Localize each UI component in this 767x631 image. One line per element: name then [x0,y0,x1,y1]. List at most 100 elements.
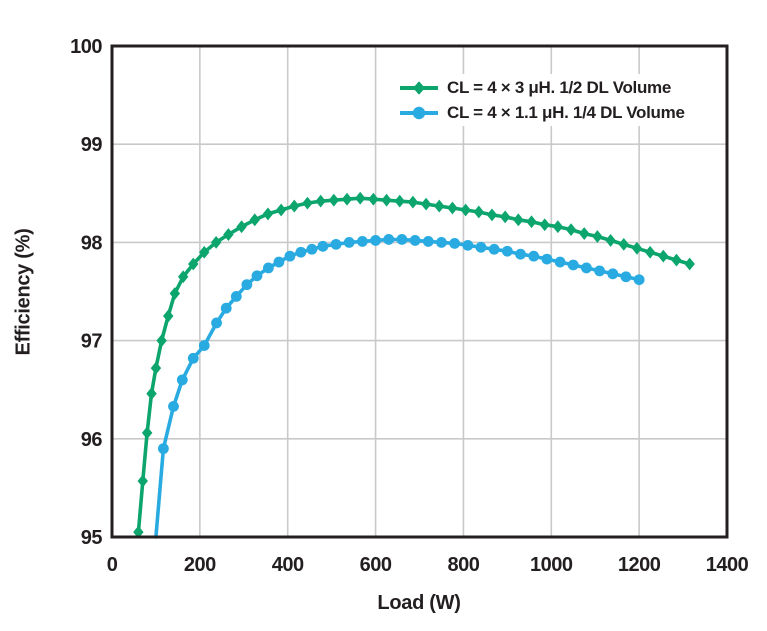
data-marker-circle [198,340,210,351]
y-tick-label: 98 [81,232,103,254]
data-marker-circle [475,241,487,253]
x-tick-label: 400 [272,554,304,576]
data-marker-diamond [163,309,174,323]
data-marker-diamond [407,195,419,209]
legend: CL = 4 × 3 μH. 1/2 DL Volume CL = 4 × 1.… [400,74,689,126]
data-marker-diamond [658,249,669,263]
data-marker-circle [284,250,296,262]
data-marker-diamond [354,191,366,205]
y-tick-label: 95 [81,527,103,549]
data-marker-diamond [210,236,222,249]
data-marker-diamond [539,218,550,232]
y-tick-label: 99 [81,134,103,156]
data-marker-circle [168,400,179,412]
data-marker-diamond [394,194,405,208]
data-marker-circle [343,237,355,248]
data-marker-diamond [141,426,153,440]
data-marker-circle [515,248,526,260]
data-marker-circle [396,234,408,245]
data-marker-diamond [460,203,471,217]
data-marker-circle [449,237,461,249]
data-marker-circle [211,317,222,329]
data-marker-diamond [499,210,511,224]
data-marker-circle [383,234,395,245]
data-marker-circle [241,279,253,291]
data-marker-circle [554,256,566,268]
data-marker-diamond [302,196,313,210]
x-tick-label: 1000 [530,554,573,576]
data-marker-circle [273,256,285,268]
data-marker-circle [220,302,232,314]
data-marker-circle [488,243,500,255]
data-marker-circle [620,271,632,283]
data-marker-diamond [618,237,629,251]
legend-item-series-0: CL = 4 × 3 μH. 1/2 DL Volume [400,75,685,100]
data-marker-diamond [631,241,643,255]
x-tick-label: 1200 [618,554,661,576]
data-marker-circle [462,239,474,251]
data-marker-diamond [169,287,181,300]
data-marker-diamond [188,257,199,271]
x-tick-label: 0 [107,554,118,576]
data-marker-diamond [644,245,656,259]
data-marker-diamond [137,474,148,488]
data-marker-diamond [565,223,577,237]
data-marker-circle [528,250,540,262]
data-marker-circle [567,259,579,271]
data-marker-circle [157,443,169,455]
legend-label-series-0: CL = 4 × 3 μH. 1/2 DL Volume [447,77,672,97]
data-marker-diamond [592,230,603,243]
data-marker-circle [436,237,447,248]
x-axis-label: Load (W) [377,592,461,614]
data-marker-circle [422,236,434,247]
data-marker-diamond [486,208,498,222]
data-marker-diamond [223,228,234,241]
data-marker-diamond [133,525,144,539]
data-marker-diamond [249,213,260,227]
data-marker-diamond [328,193,340,207]
data-marker-diamond [146,387,157,401]
data-marker-diamond [684,257,695,271]
series-line-1 [154,237,641,539]
data-marker-circle [187,352,199,364]
data-marker-circle [251,270,263,282]
y-tick-label: 97 [81,331,103,353]
data-marker-diamond [275,203,287,217]
legend-diamond-marker-icon [400,80,438,95]
data-marker-diamond [552,220,564,234]
data-marker-diamond [671,253,682,267]
data-marker-diamond [447,201,458,215]
data-marker-circle [176,374,188,386]
data-marker-circle [409,235,421,246]
data-marker-circle [370,235,381,246]
x-tick-label: 800 [447,554,479,576]
data-marker-diamond [150,361,162,375]
y-tick-label: 96 [81,429,103,451]
series-line-0 [136,196,692,534]
data-marker-circle [607,268,619,280]
data-marker-diamond [156,334,167,347]
data-marker-circle [594,265,606,277]
data-marker-diamond [289,199,300,213]
data-marker-circle [541,253,553,265]
data-marker-diamond [262,207,274,221]
x-tick-label: 1400 [706,554,749,576]
y-tick-label: 100 [70,36,102,58]
data-marker-circle [330,238,342,250]
data-marker-diamond [420,197,432,211]
legend-label-series-1: CL = 4 × 1.1 μH. 1/4 DL Volume [447,102,685,122]
data-marker-diamond [341,192,353,206]
data-marker-diamond [473,205,485,219]
data-marker-circle [317,240,329,252]
data-marker-circle [262,262,274,274]
data-marker-diamond [434,199,445,213]
x-tick-label: 200 [184,554,216,576]
data-marker-diamond [236,220,247,234]
data-marker-circle [581,262,592,274]
data-marker-circle [633,274,645,286]
data-marker-circle [295,246,307,258]
data-marker-diamond [177,270,189,284]
data-marker-circle [356,236,368,247]
